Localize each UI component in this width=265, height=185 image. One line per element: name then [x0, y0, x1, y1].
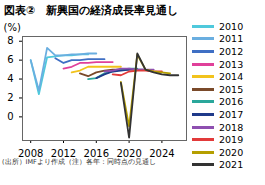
- html-text:(出所）IMFより作成（注）各年：同時点の見通し: (出所）IMFより作成（注）各年：同時点の見通し: [2, 158, 156, 166]
- svg-text:(%): (%): [4, 22, 21, 33]
- html-text:2011: 2011: [219, 33, 244, 45]
- html-text:2021: 2021: [219, 159, 244, 171]
- html-text:2010: 2010: [219, 20, 244, 32]
- svg-text:2012: 2012: [51, 148, 76, 158]
- svg-text:8: 8: [7, 35, 13, 46]
- svg-text:6: 6: [7, 54, 13, 65]
- html-text:図表② 新興国の経済成長率見通し: 図表② 新興国の経済成長率見通し: [4, 4, 179, 17]
- svg-text:2024: 2024: [149, 148, 174, 158]
- html-text:2013: 2013: [219, 58, 244, 70]
- html-text:2016: 2016: [219, 96, 244, 108]
- html-text:2020: 2020: [219, 146, 244, 158]
- svg-text:2020: 2020: [116, 148, 141, 158]
- svg-text:2: 2: [7, 92, 13, 103]
- html-text:2019: 2019: [219, 134, 244, 146]
- svg-text:0: 0: [7, 111, 13, 122]
- svg-text:2008: 2008: [18, 148, 43, 158]
- svg-text:2016: 2016: [84, 148, 109, 158]
- html-text:2014: 2014: [219, 71, 244, 83]
- html-text:2012: 2012: [219, 46, 244, 57]
- svg-text:4: 4: [7, 73, 13, 84]
- html-text:2018: 2018: [219, 121, 244, 133]
- html-text:2017: 2017: [219, 109, 244, 120]
- html-text:2015: 2015: [219, 83, 244, 95]
